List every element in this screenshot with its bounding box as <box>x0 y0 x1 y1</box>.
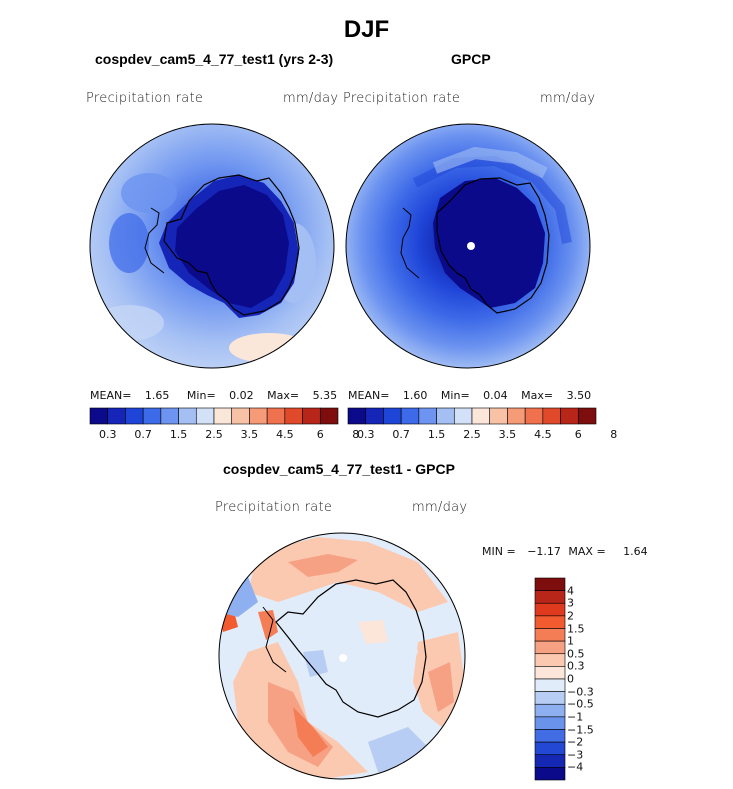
colorbar-tick-label: −1 <box>567 710 584 724</box>
colorbar-swatch <box>534 691 566 705</box>
colorbar-tick-label: 0.7 <box>134 428 152 441</box>
panel-title-model: cospdev_cam5_4_77_test1 (yrs 2-3) <box>95 51 334 67</box>
colorbar-swatch <box>577 407 597 425</box>
colorbar-swatch <box>160 407 179 425</box>
colorbar-swatch <box>453 407 473 425</box>
colorbar-tick-label: 0.3 <box>356 428 375 441</box>
colorbar-swatch <box>534 754 566 768</box>
colorbar-tick-label: 0.7 <box>392 428 410 441</box>
colorbar-swatch <box>347 407 367 425</box>
colorbar-tick-label: 0.3 <box>567 659 585 673</box>
colorbar-tick-label: 0.3 <box>98 428 117 441</box>
colorbar-swatch <box>142 407 162 425</box>
colorbar-tick-label: −0.3 <box>567 685 594 699</box>
colorbar-swatch <box>125 407 144 425</box>
colorbar-tick-label: −1.5 <box>567 723 594 736</box>
colorbar-tick-label: 4 <box>567 584 574 598</box>
colorbar-gpcp <box>347 407 597 425</box>
colorbar-tick-label: 6 <box>574 428 582 441</box>
colorbar-swatch <box>195 407 215 425</box>
colorbar-swatch <box>383 407 402 425</box>
colorbar-swatch <box>534 628 566 642</box>
colorbar-difference <box>534 577 566 781</box>
colorbar-swatch <box>400 407 420 425</box>
colorbar-swatch <box>534 703 566 718</box>
colorbar-swatch <box>418 407 437 425</box>
colorbar-tick-label: 3.5 <box>240 428 259 441</box>
colorbar-swatch <box>302 407 321 425</box>
colorbar-swatch <box>560 407 579 425</box>
colorbar-tick-label: 4.5 <box>276 428 294 441</box>
colorbar-swatch <box>489 407 508 425</box>
colorbar-swatch <box>534 767 566 781</box>
colorbar-tick-label: 2.5 <box>463 428 481 441</box>
colorbar-tick-label: −0.5 <box>567 697 594 711</box>
variable-label-gpcp: Precipitation rate <box>343 91 461 106</box>
colorbar-swatch <box>534 640 566 655</box>
colorbar-swatch <box>534 577 566 591</box>
colorbar-swatch <box>213 407 233 425</box>
colorbar-swatch <box>534 590 566 604</box>
colorbar-swatch <box>284 407 303 425</box>
figure-title: DJF <box>343 16 390 43</box>
colorbar-swatch <box>534 729 566 743</box>
units-label-gpcp: mm/day <box>540 91 596 106</box>
colorbar-tick-label: 1.5 <box>169 428 188 441</box>
colorbar-swatch <box>365 407 384 425</box>
colorbar-swatch <box>524 407 544 425</box>
colorbar-swatch <box>534 716 566 730</box>
min-max-difference: MIN = −1.17 MAX = 1.64 <box>482 545 648 558</box>
colorbar-tick-label: 3 <box>567 596 574 610</box>
colorbar-swatch <box>319 407 339 425</box>
colorbar-tick-label: −2 <box>567 735 584 749</box>
stats-gpcp: MEAN= 1.60 Min= 0.04 Max= 3.50 <box>348 389 592 402</box>
colorbar-swatch <box>534 678 566 692</box>
colorbar-model <box>89 407 339 425</box>
panel-title-gpcp: GPCP <box>451 51 491 67</box>
polar-map-gpcp <box>345 123 591 369</box>
variable-label-difference: Precipitation rate <box>215 500 333 515</box>
colorbar-tick-label: 1 <box>567 634 574 648</box>
colorbar-tick-label: −4 <box>567 760 584 774</box>
colorbar-swatch <box>89 407 109 425</box>
panel-title-difference: cospdev_cam5_4_77_test1 - GPCP <box>223 461 455 477</box>
colorbar-swatch <box>249 407 268 425</box>
colorbar-tick-label: −3 <box>567 748 584 762</box>
stats-model: MEAN= 1.65 Min= 0.02 Max= 5.35 <box>90 389 338 402</box>
polar-map-difference <box>218 532 466 780</box>
colorbar-swatch <box>507 407 526 425</box>
colorbar-swatch <box>534 615 566 629</box>
colorbar-tick-label: 8 <box>352 428 360 441</box>
colorbar-swatch <box>534 666 566 680</box>
colorbar-swatch <box>436 407 455 425</box>
colorbar-tick-label: 6 <box>316 428 324 441</box>
colorbar-swatch <box>178 407 197 425</box>
units-label-model: mm/day <box>283 91 339 106</box>
colorbar-tick-label: 0 <box>567 672 574 686</box>
colorbar-tick-label: 2.5 <box>205 428 223 441</box>
colorbar-swatch <box>534 741 566 756</box>
colorbar-swatch <box>266 407 286 425</box>
colorbar-swatch <box>471 407 491 425</box>
colorbar-tick-label: 1.5 <box>567 622 585 635</box>
units-label-difference: mm/day <box>412 500 468 515</box>
colorbar-tick-label: 0.5 <box>567 647 585 661</box>
colorbar-swatch <box>231 407 250 425</box>
colorbar-tick-label: 2 <box>567 609 574 623</box>
colorbar-tick-label: 4.5 <box>534 428 552 441</box>
variable-label-model: Precipitation rate <box>86 91 204 106</box>
colorbar-swatch <box>542 407 561 425</box>
polar-map-model <box>89 123 335 369</box>
colorbar-swatch <box>534 653 566 667</box>
colorbar-tick-label: 8 <box>610 428 618 441</box>
colorbar-tick-label: 1.5 <box>427 428 446 441</box>
colorbar-swatch <box>534 602 566 617</box>
colorbar-tick-label: 3.5 <box>498 428 517 441</box>
colorbar-swatch <box>107 407 126 425</box>
